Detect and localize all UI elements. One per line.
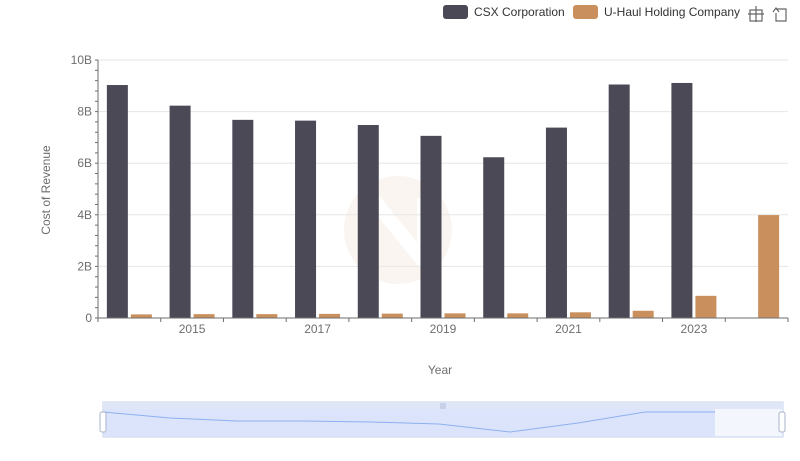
bar-csx-2022[interactable] — [608, 84, 630, 318]
y-tick-label: 6B — [77, 156, 92, 170]
zoom-handle-right[interactable] — [778, 411, 786, 433]
legend-label-uhaul: U-Haul Holding Company — [604, 5, 740, 19]
y-tick-label: 8B — [77, 105, 92, 119]
data-zoom-slider[interactable]: ||| — [99, 401, 786, 438]
bar-uhaul-2022[interactable] — [632, 310, 654, 318]
zoom-drag-grip-icon[interactable]: ||| — [440, 403, 446, 410]
bars-layer — [106, 82, 780, 319]
bar-csx-2019[interactable] — [420, 135, 442, 318]
x-axis-title: Year — [428, 363, 452, 377]
legend-item-csx[interactable]: CSX Corporation — [443, 5, 565, 19]
bar-uhaul-2017[interactable] — [319, 313, 341, 318]
axes: 0 2B 4B 6B 8B 10B 2015 2017 2019 2021 2023 — [71, 53, 789, 336]
y-axis-title: Cost of Revenue — [39, 145, 53, 235]
bar-uhaul-2015[interactable] — [193, 314, 215, 318]
bar-uhaul-2024[interactable] — [758, 215, 780, 318]
legend: CSX Corporation U-Haul Holding Company — [443, 5, 740, 19]
bar-csx-2023[interactable] — [671, 82, 693, 318]
zoom-area-icon[interactable] — [748, 6, 764, 22]
bar-uhaul-2019[interactable] — [444, 313, 466, 318]
x-tick-label: 2023 — [681, 322, 708, 336]
legend-swatch-uhaul — [573, 5, 598, 19]
zoom-reset-icon[interactable] — [772, 7, 787, 22]
x-tick-label: 2021 — [555, 322, 582, 336]
bar-csx-2016[interactable] — [232, 119, 254, 318]
y-tick-label: 2B — [77, 259, 92, 273]
y-tick-label: 4B — [77, 208, 92, 222]
bar-csx-2021[interactable] — [545, 127, 567, 318]
bar-csx-2017[interactable] — [295, 120, 317, 318]
zoom-top-handle-bar[interactable] — [103, 402, 783, 409]
bar-uhaul-2018[interactable] — [381, 313, 403, 318]
bar-csx-2020[interactable] — [483, 157, 505, 318]
bar-uhaul-2016[interactable] — [256, 314, 278, 318]
bar-uhaul-2020[interactable] — [507, 313, 529, 318]
zoom-handle-left[interactable] — [99, 411, 107, 433]
x-tick-label: 2017 — [304, 322, 331, 336]
legend-item-uhaul[interactable]: U-Haul Holding Company — [573, 5, 740, 19]
x-tick-label: 2019 — [430, 322, 457, 336]
bar-csx-2018[interactable] — [357, 125, 379, 319]
bar-uhaul-2023[interactable] — [695, 295, 717, 318]
bar-csx-2015[interactable] — [169, 105, 191, 318]
y-tick-label: 0 — [85, 311, 92, 325]
bar-uhaul-2021[interactable] — [569, 312, 591, 318]
legend-label-csx: CSX Corporation — [474, 5, 565, 19]
bar-uhaul-2014[interactable] — [130, 314, 152, 318]
x-tick-label: 2015 — [179, 322, 206, 336]
legend-swatch-csx — [443, 5, 468, 19]
y-tick-label: 10B — [71, 53, 92, 67]
zoom-preview-line — [102, 411, 715, 433]
bar-csx-2014[interactable] — [106, 85, 128, 318]
